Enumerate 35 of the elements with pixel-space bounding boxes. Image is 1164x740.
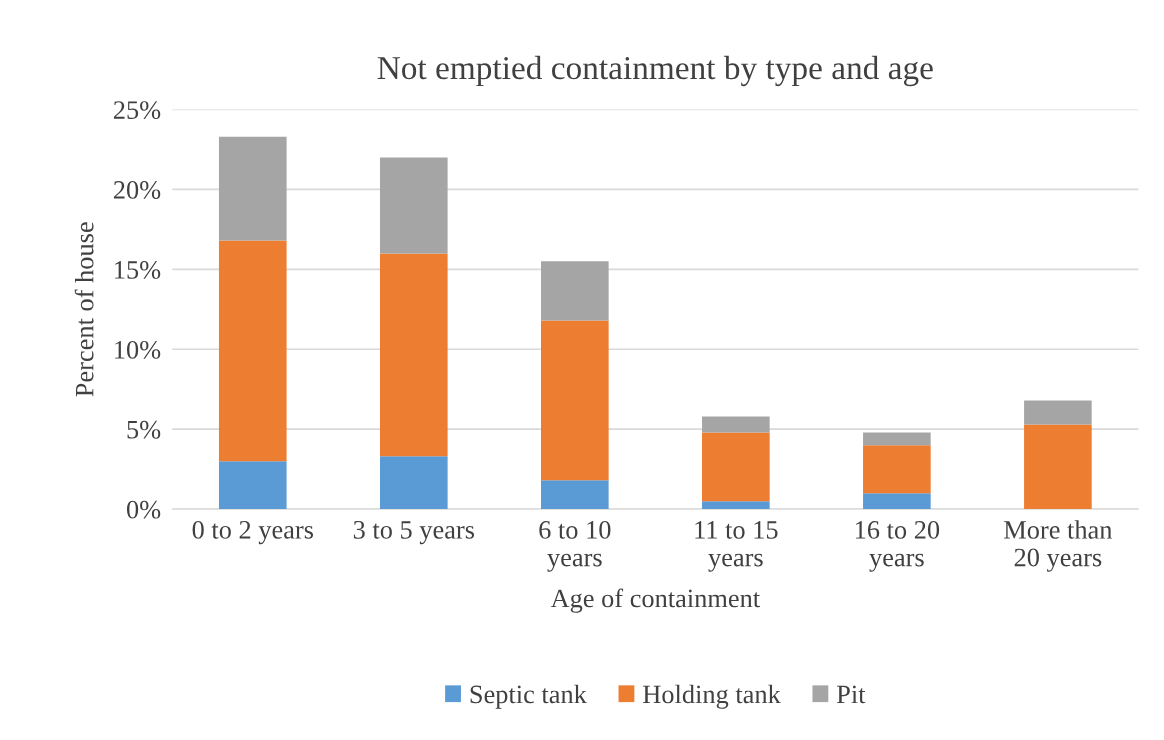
bar — [379, 253, 448, 457]
legend-label: Pit — [836, 685, 866, 704]
bar — [379, 157, 448, 254]
bar — [863, 432, 931, 446]
y-tick-label: 5% — [127, 420, 161, 439]
x-tick-label: 11 to 15 years — [695, 521, 778, 572]
x-tick-label: 0 to 2 years — [192, 520, 314, 545]
x-tick-label: 6 to 10 years — [539, 520, 611, 572]
bar — [541, 261, 609, 321]
x-axis-title: Age of containment — [550, 588, 760, 613]
chart-title: Not emptied containment by type and age — [377, 55, 933, 87]
bar — [541, 320, 609, 481]
bar — [702, 501, 770, 510]
x-tick-label: 16 to 20 years — [855, 520, 940, 572]
bar — [702, 432, 770, 502]
legend-label: Holding tank — [643, 684, 781, 709]
bar — [541, 480, 609, 510]
bar — [379, 456, 448, 510]
bar — [702, 416, 770, 433]
y-tick-label: 10% — [115, 340, 161, 359]
bar — [218, 461, 287, 510]
y-axis-title: Percent of house — [74, 222, 94, 397]
y-tick-label: 25% — [113, 101, 161, 120]
bar — [218, 240, 287, 462]
y-tick-label: 15% — [115, 260, 161, 279]
bar — [863, 445, 931, 494]
x-tick-label: 3 to 5 years — [353, 520, 475, 545]
y-tick-label: 0% — [126, 500, 161, 519]
bar — [218, 136, 287, 241]
bar — [863, 493, 931, 510]
legend-label: Septic tank — [470, 684, 587, 709]
bar — [1024, 400, 1092, 425]
y-tick-label: 20% — [113, 181, 161, 199]
x-tick-label: More than 20 years — [1004, 520, 1113, 572]
bar — [1024, 424, 1092, 510]
